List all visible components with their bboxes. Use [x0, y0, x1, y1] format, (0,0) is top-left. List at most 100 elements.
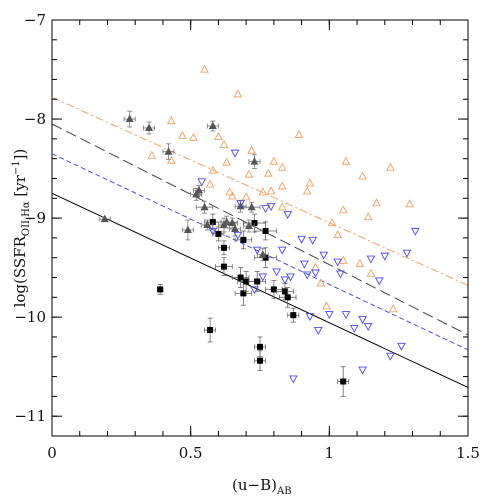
data-point-orange-triangle	[200, 64, 209, 73]
fit-line-solid	[51, 192, 469, 388]
data-point-square	[254, 278, 261, 285]
data-point-orange-triangle	[208, 165, 218, 174]
data-point-grey-triangle	[247, 202, 256, 211]
data-point-orange-triangle	[177, 130, 187, 139]
data-point-orange-triangle	[405, 199, 415, 208]
data-point-orange-triangle	[147, 150, 157, 159]
data-point-grey-triangle	[231, 224, 240, 232]
data-point-blue-triangle	[311, 269, 320, 278]
data-point-blue-triangle	[197, 178, 207, 187]
data-point-orange-triangle	[333, 229, 343, 238]
axis-ticks: 0 0.5 1 1.5 −11 −10 −9 −8 −7	[14, 11, 480, 462]
data-point-orange-triangle	[258, 187, 268, 196]
data-point-orange-triangle	[385, 162, 395, 171]
data-point-blue-triangle	[336, 270, 345, 279]
data-point-square	[215, 230, 222, 237]
plot-frame	[51, 19, 469, 437]
data-point-blue-triangle	[397, 342, 406, 351]
data-point-orange-triangle	[225, 187, 234, 196]
data-point-grey-triangle	[125, 114, 134, 123]
data-point-orange-triangle	[277, 202, 287, 211]
data-point-square	[290, 312, 297, 319]
data-point-grey-triangle	[244, 221, 253, 230]
data-point-orange-triangle	[266, 186, 276, 195]
data-point-orange-triangle	[241, 192, 251, 201]
y-tick-label: −8	[24, 110, 46, 128]
x-tick-label: 0.5	[179, 444, 203, 462]
data-point-orange-triangle	[311, 262, 320, 271]
data-point-orange-triangle	[244, 169, 254, 178]
y-axis-label: log(SSFROII,Hα [yr−1])	[11, 149, 32, 308]
data-point-square	[237, 274, 244, 281]
data-point-blue-triangle	[319, 251, 329, 260]
data-point-blue-triangle	[297, 235, 306, 244]
data-point-square	[240, 290, 247, 297]
data-point-square	[257, 357, 263, 364]
data-point-orange-triangle	[363, 212, 373, 221]
data-point-grey-triangle	[100, 214, 109, 223]
y-tick-label: −7	[24, 11, 46, 29]
data-series	[98, 64, 420, 397]
data-point-square	[157, 286, 164, 293]
data-point-blue-triangle	[300, 260, 309, 269]
data-point-blue-triangle	[341, 311, 351, 320]
series-open-triangle-up	[147, 64, 415, 313]
data-point-blue-triangle	[277, 246, 287, 255]
data-point-orange-triangle	[338, 255, 348, 264]
data-point-orange-triangle	[247, 145, 257, 154]
data-point-orange-triangle	[277, 181, 287, 190]
data-point-orange-triangle	[341, 156, 351, 165]
data-point-orange-triangle	[322, 301, 331, 310]
data-point-blue-triangle	[308, 236, 318, 245]
data-point-orange-triangle	[263, 168, 273, 177]
data-point-blue-triangle	[366, 255, 376, 264]
data-point-blue-triangle	[258, 273, 268, 282]
series-filled-triangle-up	[98, 110, 269, 262]
data-point-square	[243, 278, 250, 285]
data-point-grey-triangle	[236, 201, 245, 210]
data-point-square	[262, 227, 269, 234]
data-point-blue-triangle	[410, 227, 420, 236]
data-point-orange-triangle	[358, 171, 367, 180]
data-point-orange-triangle	[269, 156, 279, 165]
series-filled-square	[156, 213, 350, 397]
data-point-orange-triangle	[294, 129, 304, 138]
data-point-grey-triangle	[258, 250, 267, 258]
fit-lines	[51, 96, 469, 388]
data-point-blue-triangle	[288, 375, 298, 384]
data-point-blue-triangle	[324, 311, 334, 320]
data-point-blue-triangle	[313, 326, 323, 335]
data-point-blue-triangle	[380, 252, 390, 261]
data-point-blue-triangle	[349, 324, 359, 333]
data-point-blue-triangle	[280, 276, 290, 285]
data-point-blue-triangle	[266, 203, 276, 212]
data-point-blue-triangle	[302, 271, 312, 280]
data-point-square	[251, 220, 258, 227]
y-tick-label: −11	[14, 407, 46, 425]
data-point-blue-triangle	[363, 323, 373, 331]
y-tick-label: −10	[14, 308, 46, 326]
data-point-orange-triangle	[372, 198, 381, 207]
data-point-square	[257, 343, 263, 350]
data-point-orange-triangle	[305, 178, 315, 187]
data-point-square	[284, 294, 291, 301]
data-point-blue-triangle	[252, 246, 262, 255]
data-point-orange-triangle	[233, 89, 243, 98]
data-point-grey-triangle	[203, 220, 212, 229]
data-point-square	[240, 236, 247, 243]
data-point-blue-triangle	[385, 352, 395, 361]
data-point-square	[220, 263, 227, 270]
data-point-blue-triangle	[208, 227, 218, 236]
data-point-blue-triangle	[286, 273, 295, 282]
data-point-orange-triangle	[338, 205, 348, 214]
x-tick-label: 0	[47, 444, 57, 462]
data-point-orange-triangle	[214, 131, 223, 140]
data-point-orange-triangle	[302, 186, 312, 195]
fit-line-longdash	[51, 123, 469, 336]
data-point-orange-triangle	[219, 139, 229, 148]
data-point-blue-triangle	[236, 200, 245, 209]
data-point-square	[340, 378, 347, 385]
data-point-blue-triangle	[358, 316, 367, 325]
data-point-grey-triangle	[164, 147, 173, 155]
